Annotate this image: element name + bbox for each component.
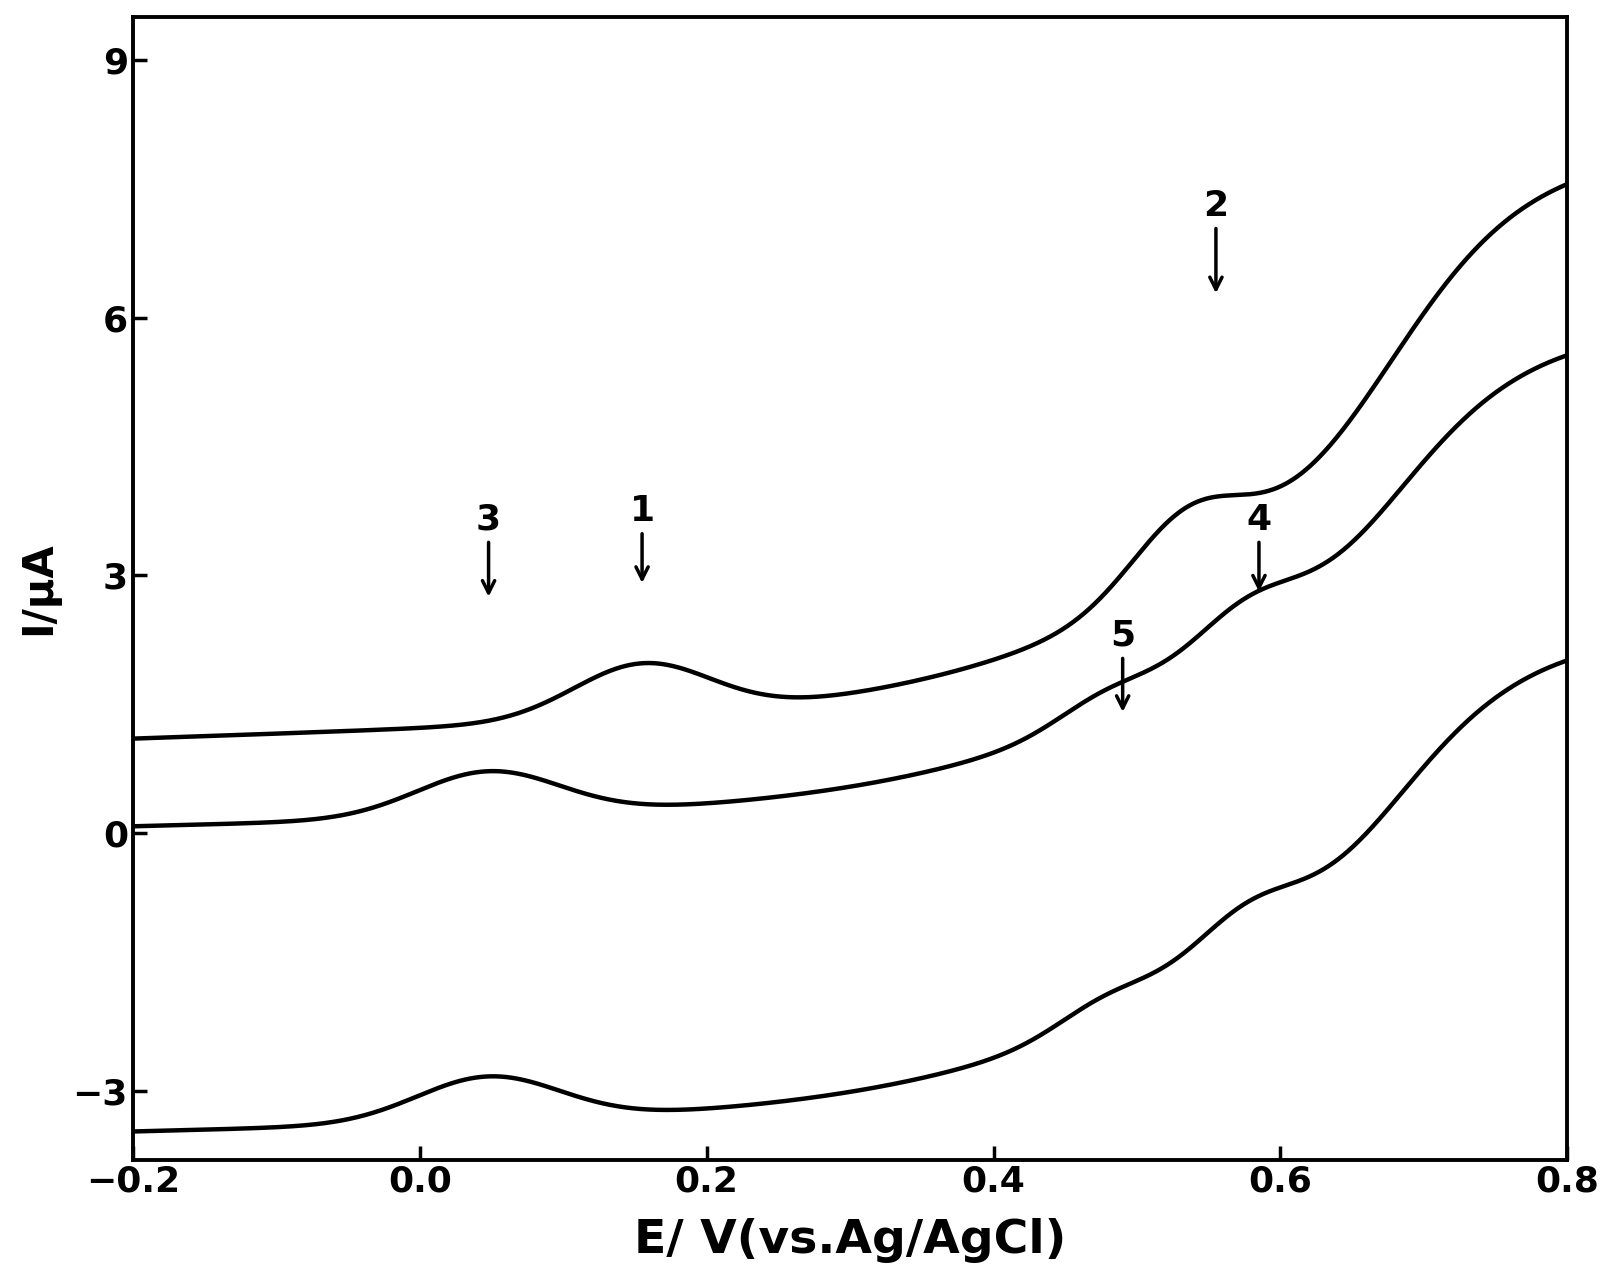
Text: 2: 2 [1204, 189, 1228, 289]
Text: 3: 3 [477, 503, 501, 593]
X-axis label: E/ V(vs.Ag/AgCl): E/ V(vs.Ag/AgCl) [633, 1219, 1067, 1263]
Text: 4: 4 [1246, 503, 1272, 588]
Text: 1: 1 [630, 494, 654, 579]
Text: 5: 5 [1110, 618, 1134, 708]
Y-axis label: I/μA: I/μA [16, 541, 58, 635]
